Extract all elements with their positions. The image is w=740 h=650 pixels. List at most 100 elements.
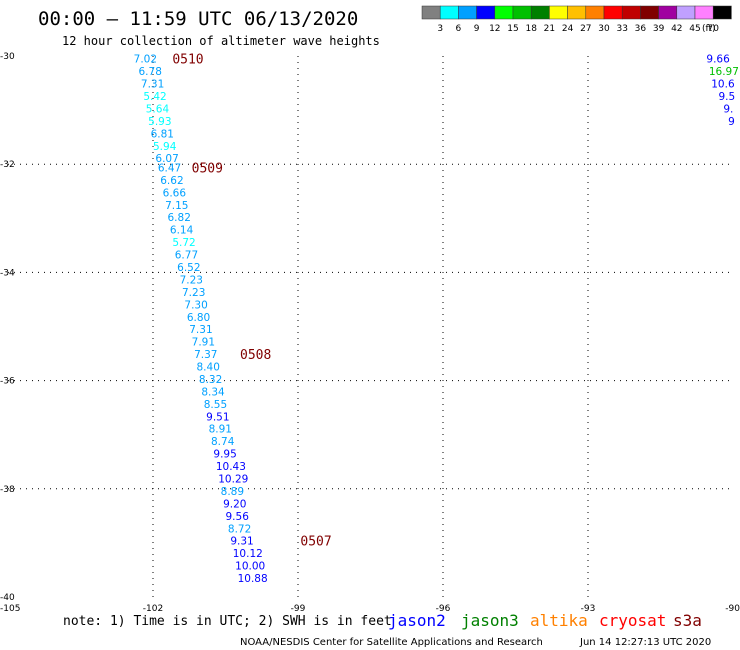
wave-height-value: 9 xyxy=(728,116,735,128)
scale-swatch xyxy=(694,5,714,20)
wave-height-points: 7.026.787.315.425.645.936.815.946.076.47… xyxy=(134,54,739,585)
wave-height-value: 6.80 xyxy=(187,312,210,324)
legend-altika: altika xyxy=(530,611,588,630)
scale-label: 12 xyxy=(489,24,500,34)
scale-label: 33 xyxy=(616,24,627,34)
pass-time-label: 0507 xyxy=(300,535,331,550)
scale-label: 18 xyxy=(525,24,537,34)
x-tick-label: -102 xyxy=(143,604,163,614)
wave-height-value: 9.56 xyxy=(226,511,250,523)
satellite-legend: jason2 jason3 altika cryosat s3a xyxy=(388,611,702,630)
wave-height-value: 10.12 xyxy=(233,548,263,560)
wave-height-value: 9.95 xyxy=(213,449,236,461)
wave-height-value: 9. xyxy=(723,103,733,115)
scale-label: 45 xyxy=(689,24,700,34)
scale-label: 24 xyxy=(562,24,574,34)
wave-height-value: 6.81 xyxy=(151,128,174,140)
y-tick-label: -30 xyxy=(0,52,15,62)
lat-lon-grid xyxy=(8,56,733,597)
scale-swatch xyxy=(676,5,696,20)
wave-height-value: 8.74 xyxy=(211,436,235,448)
wave-height-value: 9.66 xyxy=(706,54,730,66)
y-tick-label: -38 xyxy=(0,485,15,495)
pass-time-label: 0509 xyxy=(192,161,223,176)
wave-height-value: 7.31 xyxy=(141,79,164,91)
scale-swatch xyxy=(494,5,514,20)
x-tick-label: -93 xyxy=(581,604,596,614)
wave-height-value: 8.32 xyxy=(199,374,222,386)
chart-subtitle: 12 hour collection of altimeter wave hei… xyxy=(62,34,380,48)
wave-height-value: 16.97 xyxy=(709,66,739,78)
wave-height-value: 10.43 xyxy=(216,461,246,473)
x-tick-label: -105 xyxy=(0,604,20,614)
wave-height-value: 10.88 xyxy=(238,573,268,585)
wave-height-value: 6.77 xyxy=(175,250,198,262)
wave-height-value: 6.07 xyxy=(155,153,178,165)
wave-height-value: 7.37 xyxy=(194,349,217,361)
scale-swatch xyxy=(512,5,532,20)
scale-label: 3 xyxy=(437,24,443,34)
pass-time-labels: 0510 0509 0508 0507 xyxy=(172,53,331,550)
color-scale-legend: 3 6 9 12 15 18 21 24 27 30 33 36 39 42 45 70 xyxy=(421,5,732,34)
legend-cryosat: cryosat xyxy=(599,611,666,630)
x-tick-label: -96 xyxy=(436,604,451,614)
scale-swatch xyxy=(658,5,678,20)
wave-height-value: 7.23 xyxy=(182,287,205,299)
wave-height-value: 9.5 xyxy=(719,91,736,103)
timestamp: Jun 14 12:27:13 UTC 2020 xyxy=(579,637,711,648)
axis-tick-labels: -30 -32 -34 -36 -38 -40-105 -102 -99 -96 -93 -90 xyxy=(0,52,740,614)
scale-label: 36 xyxy=(635,24,647,34)
scale-swatch xyxy=(421,5,441,20)
wave-height-value: 10.00 xyxy=(235,561,265,573)
wave-height-value: 5.94 xyxy=(153,141,177,153)
wave-height-value: 6.62 xyxy=(160,175,183,187)
wave-height-value: 7.91 xyxy=(192,337,215,349)
wave-height-value: 9.31 xyxy=(230,536,253,548)
wave-height-value: 8.34 xyxy=(201,386,225,398)
scale-swatch xyxy=(549,5,568,20)
scale-swatch xyxy=(603,5,623,20)
scale-unit: (ft) xyxy=(702,24,716,34)
scale-label: 42 xyxy=(671,24,682,34)
footnote: note: 1) Time is in UTC; 2) SWH is in fe… xyxy=(63,614,392,629)
pass-time-label: 0508 xyxy=(240,348,271,363)
scale-swatch xyxy=(712,5,732,20)
wave-height-value: 7.23 xyxy=(180,274,203,286)
wave-height-value: 8.40 xyxy=(197,362,220,374)
legend-jason2: jason2 xyxy=(388,611,446,630)
legend-jason3: jason3 xyxy=(461,611,519,630)
y-tick-label: -40 xyxy=(0,593,15,603)
wave-height-value: 7.02 xyxy=(134,54,157,66)
wave-height-value: 7.15 xyxy=(165,200,188,212)
wave-height-value: 7.30 xyxy=(184,299,207,311)
scale-swatch xyxy=(585,5,605,20)
y-tick-label: -36 xyxy=(0,377,15,387)
scale-label: 70 xyxy=(707,24,719,34)
x-tick-label: -99 xyxy=(291,604,306,614)
legend-s3a: s3a xyxy=(673,611,702,630)
scale-swatch xyxy=(530,5,550,20)
wave-height-value: 7.31 xyxy=(189,324,212,336)
wave-height-value: 6.78 xyxy=(139,66,162,78)
scale-label: 9 xyxy=(474,24,480,34)
scale-label: 30 xyxy=(598,24,610,34)
scale-swatch xyxy=(640,5,659,20)
wave-height-value: 8.55 xyxy=(204,399,227,411)
chart-title: 00:00 – 11:59 UTC 06/13/2020 xyxy=(38,8,358,30)
wave-height-value: 9.51 xyxy=(206,411,229,423)
scale-label: 39 xyxy=(653,24,665,34)
scale-label: 27 xyxy=(580,24,591,34)
wave-height-value: 5.72 xyxy=(172,237,195,249)
scale-swatch xyxy=(567,5,587,20)
scale-swatch xyxy=(621,5,641,20)
wave-height-value: 10.29 xyxy=(218,474,248,486)
y-tick-label: -32 xyxy=(0,160,15,170)
wave-height-value: 8.89 xyxy=(221,486,244,498)
wave-height-value: 6.66 xyxy=(163,187,187,199)
wave-height-value: 5.42 xyxy=(143,91,166,103)
scale-label: 6 xyxy=(456,24,462,34)
scale-swatch xyxy=(476,5,496,20)
wave-height-value: 5.93 xyxy=(148,116,171,128)
scale-label: 15 xyxy=(507,24,518,34)
